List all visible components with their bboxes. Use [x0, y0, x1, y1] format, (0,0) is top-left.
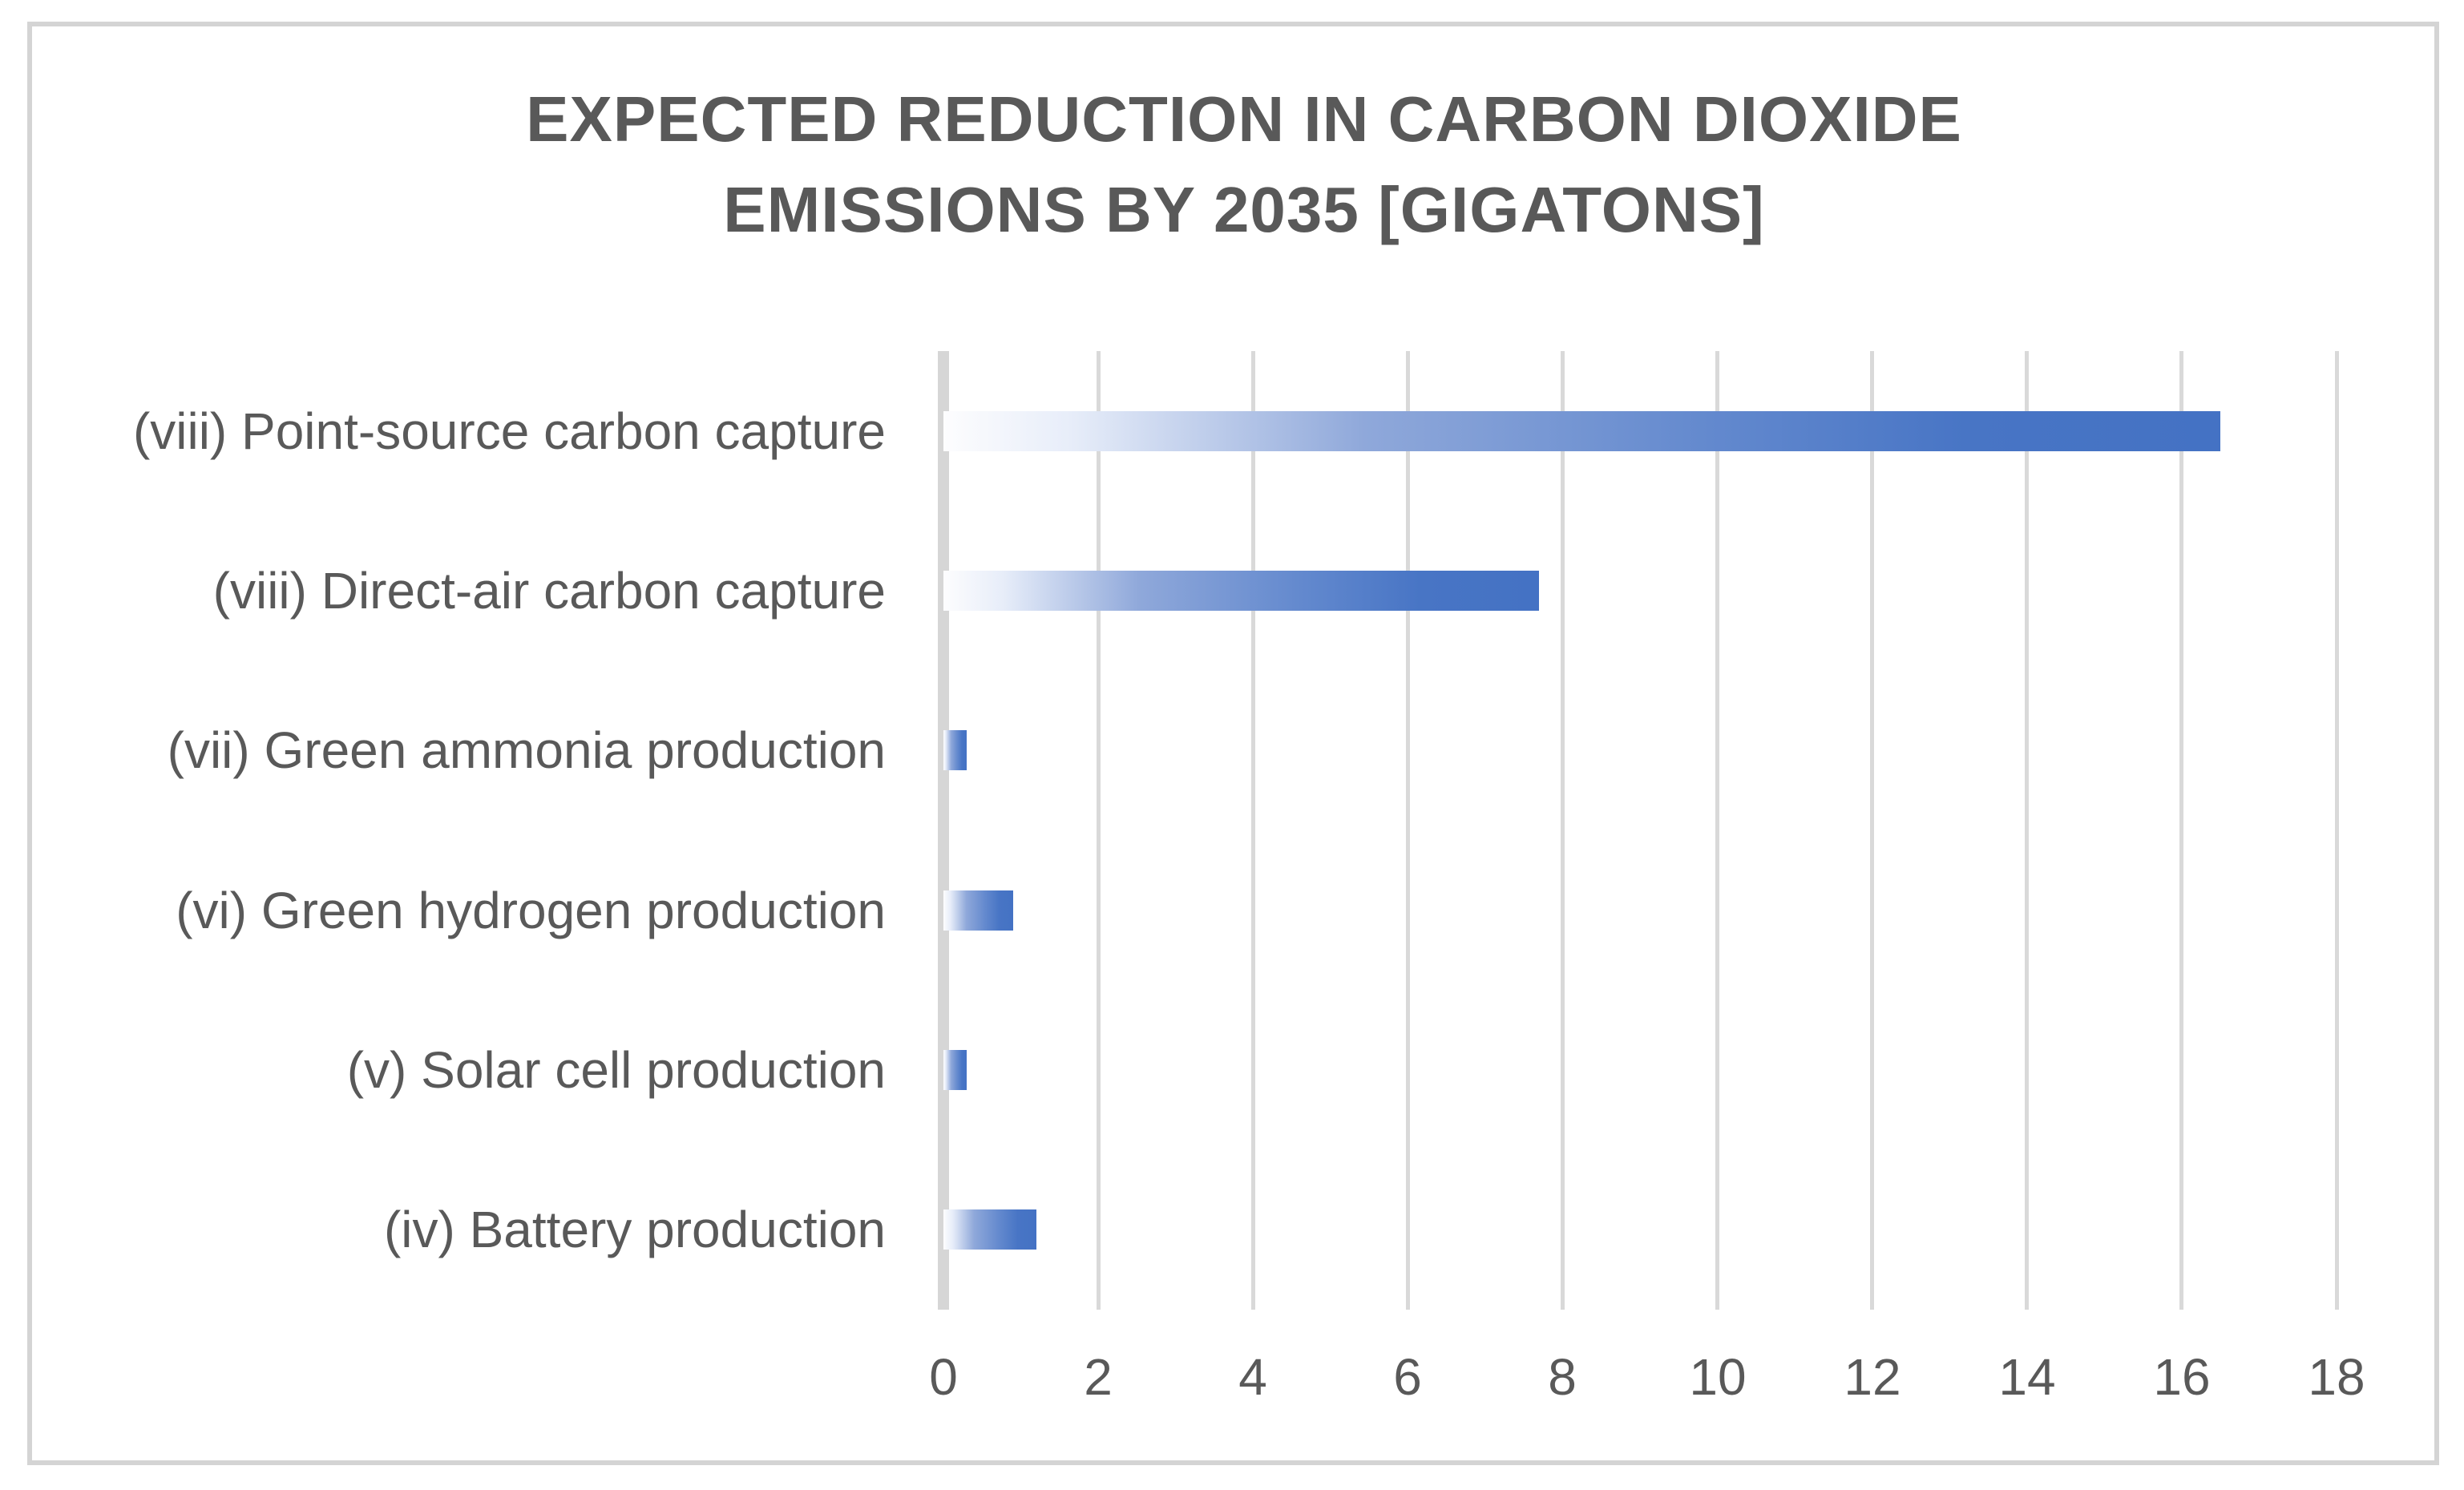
category-label: (vi) Green hydrogen production	[176, 882, 886, 939]
x-axis-tick-label: 10	[1689, 1348, 1747, 1406]
gridline	[2179, 351, 2183, 1310]
y-axis-line	[938, 351, 949, 1310]
gridline	[1406, 351, 1410, 1310]
category-label: (viii) Direct-air carbon capture	[212, 562, 886, 620]
x-axis-tick-label: 14	[1998, 1348, 2056, 1406]
x-axis-tick-label: 16	[2153, 1348, 2211, 1406]
chart-border-frame	[27, 22, 2439, 1465]
category-label: (v) Solar cell production	[346, 1041, 886, 1099]
gridline	[2335, 351, 2339, 1310]
category-label: (vii) Green ammonia production	[167, 721, 886, 779]
x-axis-tick-label: 8	[1548, 1348, 1577, 1406]
gridline	[2025, 351, 2029, 1310]
x-axis-tick-label: 6	[1393, 1348, 1422, 1406]
bar	[943, 890, 1013, 931]
bar	[943, 1050, 967, 1090]
bar	[943, 571, 1539, 611]
chart-title: EXPECTED REDUCTION IN CARBON DIOXIDE EMI…	[526, 83, 1962, 245]
bar	[943, 1209, 1036, 1250]
gridline	[1097, 351, 1101, 1310]
gridline	[1870, 351, 1874, 1310]
x-axis-tick-label: 2	[1084, 1348, 1113, 1406]
category-label: (iv) Battery production	[383, 1201, 886, 1258]
x-axis-tick-label: 0	[929, 1348, 958, 1406]
bar	[943, 730, 967, 770]
gridline	[1251, 351, 1255, 1310]
x-axis-tick-label: 4	[1238, 1348, 1267, 1406]
gridline	[1561, 351, 1565, 1310]
bar	[943, 411, 2220, 451]
x-axis-tick-label: 18	[2308, 1348, 2365, 1406]
category-label: (viii) Point-source carbon capture	[132, 402, 886, 460]
x-axis-tick-label: 12	[1844, 1348, 1901, 1406]
gridline	[1715, 351, 1719, 1310]
